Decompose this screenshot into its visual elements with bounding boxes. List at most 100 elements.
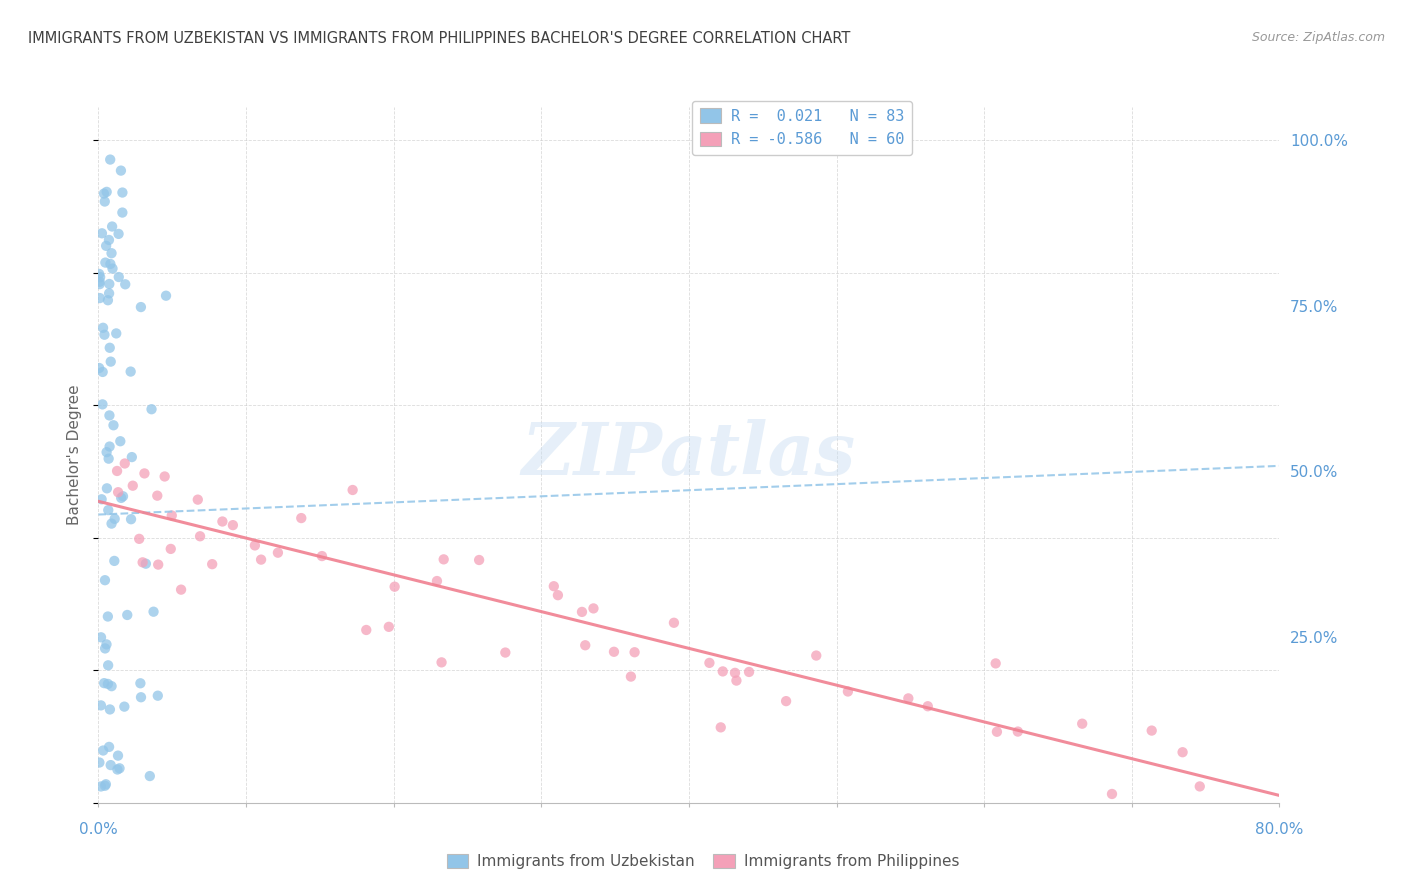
Point [97, 293, 120, 308]
Point [89, 267, 111, 281]
Point [105, 464, 128, 478]
Point [128, 532, 150, 546]
Legend: R =  0.021   N = 83, R = -0.586   N = 60: R = 0.021 N = 83, R = -0.586 N = 60 [692, 101, 911, 154]
Point [89, 275, 111, 289]
Point [101, 261, 124, 276]
Point [129, 690, 152, 705]
Point [141, 402, 163, 417]
Point [430, 656, 453, 670]
Point [986, 724, 1008, 739]
Point [290, 511, 312, 525]
Point [117, 607, 139, 622]
Point [129, 300, 152, 314]
Point [724, 665, 747, 680]
Point [89, 361, 111, 376]
Point [1101, 787, 1123, 801]
Point [984, 657, 1007, 671]
Point [107, 270, 129, 285]
Point [98, 440, 121, 454]
Point [110, 434, 132, 449]
Point [1071, 716, 1094, 731]
Text: 80.0%: 80.0% [1256, 822, 1303, 837]
Point [103, 554, 125, 568]
Point [1188, 780, 1211, 794]
Point [120, 512, 142, 526]
Text: ZIPatlas: ZIPatlas [522, 419, 856, 491]
Point [129, 676, 152, 690]
Point [775, 694, 797, 708]
Point [100, 679, 122, 693]
Point [710, 720, 733, 734]
Point [90, 780, 112, 794]
Point [426, 574, 449, 588]
Point [100, 354, 122, 368]
Point [98, 702, 121, 716]
Point [91, 365, 114, 379]
Point [97, 451, 120, 466]
Point [100, 257, 122, 271]
Point [356, 623, 378, 637]
Point [100, 246, 122, 260]
Point [243, 538, 266, 552]
Point [146, 489, 169, 503]
Point [187, 492, 209, 507]
Point [91, 397, 114, 411]
Point [211, 515, 233, 529]
Point [114, 457, 136, 471]
Point [1007, 724, 1029, 739]
Point [494, 646, 516, 660]
Point [111, 186, 134, 200]
Point [110, 163, 132, 178]
Point [96, 637, 118, 651]
Point [142, 605, 165, 619]
Point [89, 270, 111, 285]
Point [98, 739, 121, 754]
Point [662, 615, 685, 630]
Point [433, 552, 456, 566]
Point [139, 769, 162, 783]
Point [897, 691, 920, 706]
Point [107, 227, 129, 241]
Point [267, 546, 290, 560]
Point [97, 233, 120, 247]
Point [188, 529, 211, 543]
Point [97, 677, 120, 691]
Point [91, 227, 114, 241]
Point [620, 670, 643, 684]
Point [135, 557, 157, 571]
Point [134, 467, 156, 481]
Point [94, 194, 117, 209]
Point [105, 326, 128, 341]
Point [107, 748, 129, 763]
Y-axis label: Bachelor's Degree: Bachelor's Degree [67, 384, 83, 525]
Point [146, 689, 169, 703]
Text: 0.0%: 0.0% [79, 822, 118, 837]
Point [582, 601, 605, 615]
Point [89, 291, 111, 305]
Point [98, 277, 121, 291]
Legend: Immigrants from Uzbekistan, Immigrants from Philippines: Immigrants from Uzbekistan, Immigrants f… [440, 847, 966, 875]
Point [97, 609, 120, 624]
Point [114, 277, 136, 292]
Point [91, 320, 114, 334]
Point [94, 255, 117, 269]
Point [120, 365, 142, 379]
Point [170, 582, 193, 597]
Point [94, 239, 117, 253]
Point [468, 553, 491, 567]
Point [110, 491, 132, 505]
Point [94, 779, 117, 793]
Point [105, 763, 128, 777]
Point [112, 699, 135, 714]
Point [96, 481, 118, 495]
Point [131, 555, 153, 569]
Point [94, 573, 117, 587]
Point [121, 450, 143, 464]
Text: IMMIGRANTS FROM UZBEKISTAN VS IMMIGRANTS FROM PHILIPPINES BACHELOR'S DEGREE CORR: IMMIGRANTS FROM UZBEKISTAN VS IMMIGRANTS… [28, 31, 851, 46]
Point [89, 277, 111, 292]
Point [603, 645, 626, 659]
Point [98, 409, 121, 423]
Point [111, 489, 134, 503]
Point [153, 469, 176, 483]
Point [111, 205, 134, 219]
